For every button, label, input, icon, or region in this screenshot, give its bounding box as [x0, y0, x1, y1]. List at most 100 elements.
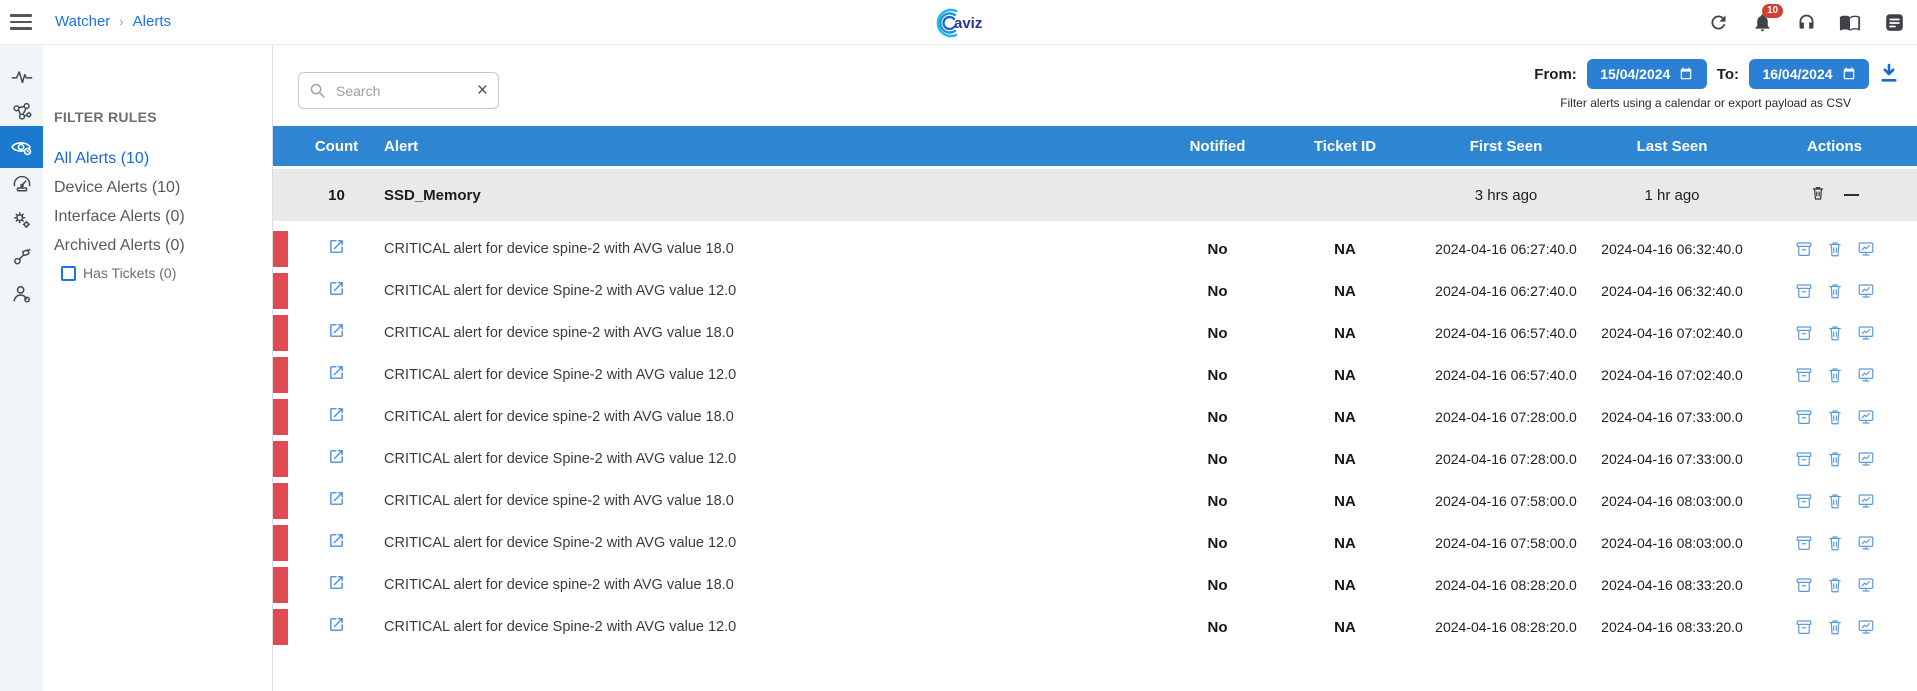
alert-first-seen: 2024-04-16 08:28:20.0 — [1435, 619, 1577, 635]
breadcrumb-alerts-link[interactable]: Alerts — [132, 13, 171, 30]
group-collapse-minus-icon[interactable] — [1844, 193, 1859, 197]
hamburger-menu-icon[interactable] — [10, 14, 32, 30]
delete-icon[interactable] — [1826, 534, 1844, 552]
filter-device-alerts[interactable]: Device Alerts (10) — [54, 179, 181, 196]
delete-icon[interactable] — [1826, 324, 1844, 342]
delete-icon[interactable] — [1826, 618, 1844, 636]
topology-network-icon[interactable] — [0, 93, 43, 131]
has-tickets-label: Has Tickets (0) — [83, 265, 177, 281]
topbar-actions: 10 — [1707, 0, 1905, 45]
chart-monitor-icon[interactable] — [1857, 450, 1875, 468]
alert-ticket-id: NA — [1334, 408, 1356, 426]
has-tickets-checkbox[interactable] — [61, 265, 76, 281]
docs-book-icon[interactable] — [1839, 12, 1861, 34]
archive-icon[interactable] — [1795, 366, 1813, 384]
archive-icon[interactable] — [1795, 618, 1813, 636]
open-alert-external-link-icon[interactable] — [328, 616, 345, 638]
chart-monitor-icon[interactable] — [1857, 366, 1875, 384]
refresh-icon[interactable] — [1707, 12, 1729, 34]
open-alert-external-link-icon[interactable] — [328, 364, 345, 386]
archive-icon[interactable] — [1795, 576, 1813, 594]
alert-ticket-id: NA — [1334, 324, 1356, 342]
archive-icon[interactable] — [1795, 534, 1813, 552]
performance-gauge-icon[interactable] — [0, 164, 43, 202]
settings-gears-icon[interactable] — [0, 201, 43, 239]
delete-icon[interactable] — [1826, 240, 1844, 258]
connections-plug-icon[interactable] — [0, 238, 43, 276]
archive-icon[interactable] — [1795, 282, 1813, 300]
chart-monitor-icon[interactable] — [1857, 534, 1875, 552]
archive-icon[interactable] — [1795, 324, 1813, 342]
alert-ticket-id: NA — [1334, 618, 1356, 636]
watcher-eye-icon[interactable] — [0, 126, 43, 168]
severity-red-bar — [273, 483, 288, 519]
open-alert-external-link-icon[interactable] — [328, 574, 345, 596]
open-alert-external-link-icon[interactable] — [328, 448, 345, 470]
alert-notified: No — [1207, 240, 1228, 258]
group-last-seen: 1 hr ago — [1644, 186, 1700, 204]
delete-icon[interactable] — [1826, 408, 1844, 426]
delete-icon[interactable] — [1826, 576, 1844, 594]
open-alert-external-link-icon[interactable] — [328, 532, 345, 554]
chart-monitor-icon[interactable] — [1857, 324, 1875, 342]
alert-group-row[interactable]: 10 SSD_Memory 3 hrs ago 1 hr ago — [273, 169, 1917, 221]
alert-first-seen: 2024-04-16 08:28:20.0 — [1435, 577, 1577, 593]
notifications-bell-icon[interactable]: 10 — [1751, 3, 1784, 34]
chart-monitor-icon[interactable] — [1857, 240, 1875, 258]
open-alert-external-link-icon[interactable] — [328, 322, 345, 344]
alert-notified: No — [1207, 492, 1228, 510]
delete-icon[interactable] — [1826, 492, 1844, 510]
user-admin-icon[interactable] — [0, 275, 43, 313]
delete-icon[interactable] — [1826, 450, 1844, 468]
open-alert-external-link-icon[interactable] — [328, 238, 345, 260]
alert-message: CRITICAL alert for device spine-2 with A… — [384, 241, 734, 257]
to-date-button[interactable]: 16/04/2024 — [1749, 59, 1869, 89]
open-alert-external-link-icon[interactable] — [328, 406, 345, 428]
clear-search-icon[interactable]: × — [476, 80, 488, 101]
svg-text:aviz: aviz — [954, 15, 982, 32]
alert-last-seen: 2024-04-16 06:32:40.0 — [1601, 241, 1743, 257]
filter-archived-alerts[interactable]: Archived Alerts (0) — [54, 237, 185, 254]
open-alert-external-link-icon[interactable] — [328, 280, 345, 302]
col-count: Count — [314, 137, 359, 155]
alert-notified: No — [1207, 534, 1228, 552]
alert-ticket-id: NA — [1334, 366, 1356, 384]
archive-icon[interactable] — [1795, 408, 1813, 426]
alert-message: CRITICAL alert for device Spine-2 with A… — [384, 535, 737, 551]
alert-ticket-id: NA — [1334, 576, 1356, 594]
alert-notified: No — [1207, 324, 1228, 342]
alert-first-seen: 2024-04-16 06:27:40.0 — [1435, 283, 1577, 299]
chart-monitor-icon[interactable] — [1857, 492, 1875, 510]
delete-icon[interactable] — [1826, 282, 1844, 300]
search-box: × — [298, 72, 499, 109]
filter-all-alerts[interactable]: All Alerts (10) — [54, 150, 150, 167]
archive-icon[interactable] — [1795, 492, 1813, 510]
top-bar: Watcher › Alerts aviz 10 — [0, 0, 1917, 45]
chart-monitor-icon[interactable] — [1857, 576, 1875, 594]
alert-notified: No — [1207, 576, 1228, 594]
breadcrumb-watcher-link[interactable]: Watcher — [55, 13, 111, 30]
release-notes-icon[interactable] — [1883, 12, 1905, 34]
delete-icon[interactable] — [1826, 366, 1844, 384]
export-csv-download-icon[interactable] — [1877, 61, 1903, 87]
alert-last-seen: 2024-04-16 07:02:40.0 — [1601, 325, 1743, 341]
from-date-button[interactable]: 15/04/2024 — [1586, 59, 1707, 89]
alert-first-seen: 2024-04-16 07:58:00.0 — [1435, 535, 1577, 551]
open-alert-external-link-icon[interactable] — [328, 490, 345, 512]
alert-last-seen: 2024-04-16 08:33:20.0 — [1601, 619, 1743, 635]
chart-monitor-icon[interactable] — [1857, 282, 1875, 300]
archive-icon[interactable] — [1795, 450, 1813, 468]
search-input[interactable] — [336, 82, 467, 99]
has-tickets-filter[interactable]: Has Tickets (0) — [61, 265, 176, 281]
col-last-seen: Last Seen — [1636, 137, 1708, 155]
support-headset-icon[interactable] — [1795, 12, 1817, 34]
group-delete-icon[interactable] — [1810, 185, 1826, 205]
archive-icon[interactable] — [1795, 240, 1813, 258]
chart-monitor-icon[interactable] — [1857, 618, 1875, 636]
severity-red-bar — [273, 231, 288, 267]
chart-monitor-icon[interactable] — [1857, 408, 1875, 426]
health-pulse-icon[interactable] — [0, 58, 43, 96]
filter-interface-alerts[interactable]: Interface Alerts (0) — [54, 208, 185, 225]
alert-last-seen: 2024-04-16 08:33:20.0 — [1601, 577, 1743, 593]
alert-first-seen: 2024-04-16 06:57:40.0 — [1435, 367, 1577, 383]
